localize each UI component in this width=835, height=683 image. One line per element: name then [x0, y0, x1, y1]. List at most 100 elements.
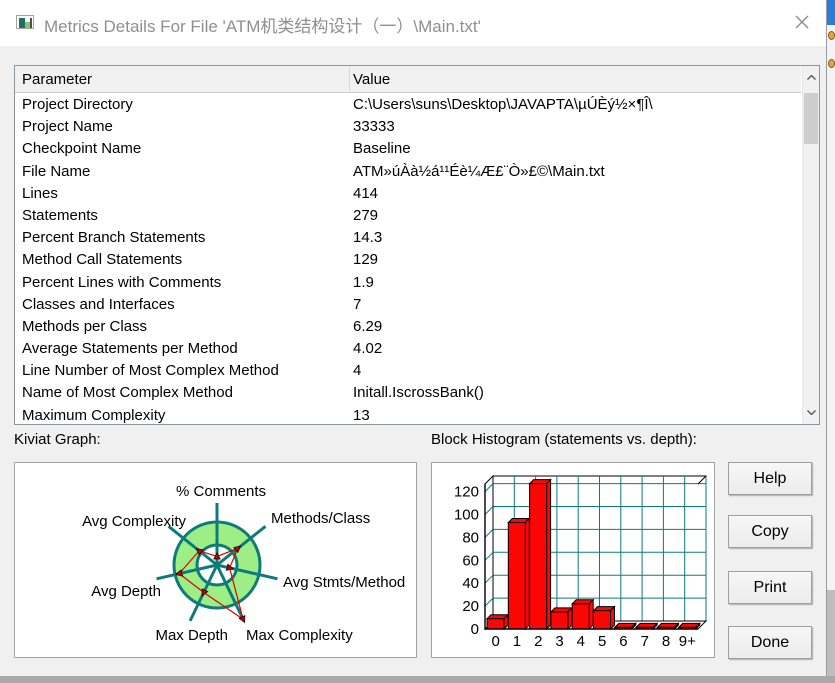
table-row[interactable]: Percent Branch Statements 14.3: [15, 227, 801, 249]
table-row[interactable]: Statements 279: [15, 205, 801, 227]
table-row-parameter: Lines: [22, 184, 58, 202]
histogram-xtick-label: 7: [641, 633, 649, 650]
background-window-orange-icon: [828, 59, 835, 68]
table-row-value: 129: [353, 251, 379, 269]
histogram-ytick-label: 80: [462, 529, 479, 546]
table-row-value: Initall.IscrossBank(): [353, 384, 484, 402]
kiviat-axis-label: Max Complexity: [246, 627, 353, 644]
histogram-xtick-label: 8: [662, 633, 670, 650]
kiviat-axis-label: Avg Stmts/Method: [283, 574, 405, 591]
table-row-parameter: Checkpoint Name: [22, 140, 142, 158]
help-button[interactable]: Help: [728, 462, 812, 495]
table-row-parameter: Project Name: [22, 118, 113, 136]
table-row-value: 33333: [353, 118, 395, 136]
table-row-parameter: Line Number of Most Complex Method: [22, 362, 279, 380]
table-row-value: 13: [353, 406, 370, 424]
table-row[interactable]: Project Directory C:\Users\suns\Desktop\J…: [15, 94, 801, 116]
histogram-xtick-label: 2: [534, 633, 542, 650]
close-button[interactable]: [786, 6, 818, 38]
table-row[interactable]: Maximum Complexity 13: [15, 405, 801, 424]
table-row[interactable]: Method Call Statements 129: [15, 249, 801, 271]
table-row-parameter: Percent Lines with Comments: [22, 273, 222, 291]
table-header: Parameter Value: [15, 66, 801, 93]
table-row-parameter: File Name: [22, 162, 91, 180]
vertical-scrollbar[interactable]: [802, 66, 819, 424]
background-window-gray-block: [827, 590, 835, 676]
kiviat-graph: % Comments Methods/Class Avg Stmts/Method M…: [14, 462, 417, 658]
chevron-down-icon: [806, 410, 816, 415]
table-row[interactable]: Classes and Interfaces 7: [15, 294, 801, 316]
table-row-parameter: Maximum Complexity: [22, 406, 166, 424]
table-row-value: 414: [353, 184, 379, 202]
histogram-ytick-label: 0: [471, 621, 479, 638]
histogram-xtick-label: 6: [619, 633, 627, 650]
histogram-ytick-label: 100: [454, 507, 479, 524]
print-button[interactable]: Print: [728, 571, 812, 604]
table-row-value: 4.02: [353, 340, 383, 358]
table-row[interactable]: File Name ATM»úÀà½á¹¹Éè¼Æ£¨Ò»£©\Main.txt: [15, 161, 801, 183]
scrollbar-thumb[interactable]: [804, 93, 818, 144]
kiviat-axis-label: Avg Depth: [91, 583, 161, 600]
app-icon: [16, 15, 34, 29]
histogram-ytick-label: 20: [462, 598, 479, 615]
scroll-up-button[interactable]: [803, 68, 819, 87]
table-row[interactable]: Checkpoint Name Baseline: [15, 138, 801, 160]
table-row-parameter: Statements: [22, 206, 98, 224]
window-edge-shadow: [0, 676, 835, 683]
table-row-parameter: Project Directory: [22, 96, 133, 113]
histogram-xtick-label: 5: [598, 633, 606, 650]
background-window-blue-icon: [827, 0, 835, 25]
column-header-parameter[interactable]: Parameter: [22, 71, 93, 88]
table-row-parameter: Average Statements per Method: [22, 340, 238, 358]
table-row-parameter: Methods per Class: [22, 317, 148, 335]
table-row[interactable]: Average Statements per Method 4.02: [15, 338, 801, 360]
kiviat-axis-label: Avg Complexity: [82, 513, 186, 530]
table-row-value: 4: [353, 362, 362, 380]
block-histogram: 0 20 40 60 80 100 120 0 1 2 3 4 5 6 7 8 9+: [431, 462, 715, 658]
table-row-value: 14.3: [353, 229, 383, 247]
window-title: Metrics Details For File 'ATM机类结构设计（一）\M…: [44, 17, 481, 36]
table-row[interactable]: Project Name 33333: [15, 116, 801, 138]
background-window-orange-icon: [828, 31, 835, 40]
done-button[interactable]: Done: [728, 626, 812, 659]
histogram-xtick-label: 9+: [679, 633, 696, 650]
table-row-value: Baseline: [353, 140, 411, 158]
histogram-xtick-label: 1: [513, 633, 521, 650]
column-header-value[interactable]: Value: [353, 71, 391, 88]
table-row-value: 1.9: [353, 273, 374, 291]
background-window-strip: [827, 0, 835, 683]
histogram-ytick-label: 60: [462, 552, 479, 569]
title-bar: Metrics Details For File 'ATM机类结构设计（一）\M…: [0, 0, 826, 46]
kiviat-axis-label: % Comments: [176, 483, 266, 500]
histogram-ytick-label: 40: [462, 575, 479, 592]
column-divider[interactable]: [349, 67, 350, 92]
table-row-value: 6.29: [353, 317, 383, 335]
histogram-xtick-label: 3: [555, 633, 563, 650]
histogram-xtick-label: 0: [491, 633, 499, 650]
table-row-value: ATM»úÀà½á¹¹Éè¼Æ£¨Ò»£©\Main.txt: [353, 162, 605, 180]
close-icon: [795, 15, 809, 29]
table-row-parameter: Percent Branch Statements: [22, 229, 206, 247]
metrics-table: Parameter Value Project Directory C:\User…: [14, 65, 820, 425]
scroll-down-button[interactable]: [803, 403, 819, 422]
table-row-value: C:\Users\suns\Desktop\JAVAPTA\µÚÈý½×¶Î\: [353, 96, 653, 113]
kiviat-axis-label: Methods/Class: [271, 510, 370, 527]
table-row[interactable]: Methods per Class 6.29: [15, 316, 801, 338]
table-row[interactable]: Lines 414: [15, 183, 801, 205]
table-row-value: 279: [353, 206, 379, 224]
histogram-xtick-label: 4: [577, 633, 585, 650]
chevron-up-icon: [806, 75, 816, 80]
table-row-value: 7: [353, 295, 362, 313]
table-body: Project Directory C:\Users\suns\Desktop\J…: [15, 94, 801, 424]
histogram-ytick-label: 120: [454, 484, 479, 501]
table-row[interactable]: Name of Most Complex Method Initall.Iscro…: [15, 382, 801, 404]
kiviat-axis-label: Max Depth: [155, 627, 228, 644]
table-row[interactable]: Percent Lines with Comments 1.9: [15, 272, 801, 294]
kiviat-graph-label: Kiviat Graph:: [14, 431, 101, 448]
table-row[interactable]: Line Number of Most Complex Method 4: [15, 360, 801, 382]
table-row-parameter: Method Call Statements: [22, 251, 183, 269]
histogram-label: Block Histogram (statements vs. depth):: [431, 431, 697, 448]
copy-button[interactable]: Copy: [728, 515, 812, 548]
